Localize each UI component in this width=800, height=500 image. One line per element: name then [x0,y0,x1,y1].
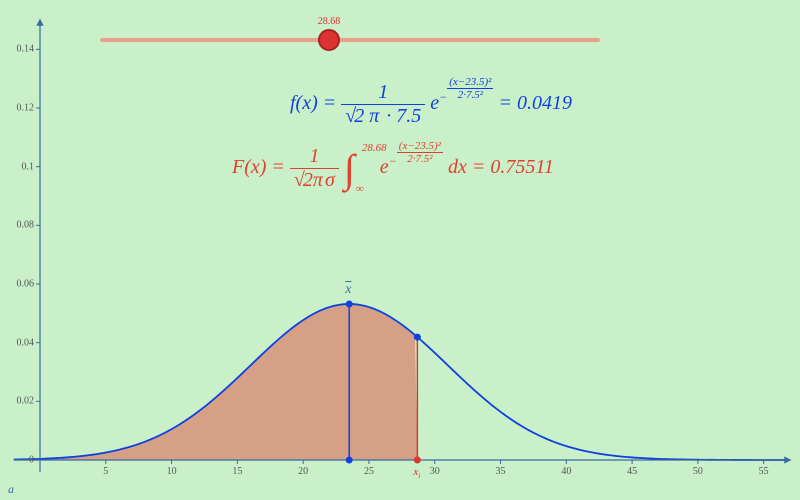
x-tick-label: 10 [167,466,177,477]
f-num: 1 [341,81,425,105]
x-tick-label: 50 [693,466,703,477]
y-tick-label: 0 [29,455,34,466]
x-tick-label: 30 [430,466,440,477]
y-tick-label: 0.06 [17,279,35,290]
integral-symbol: ∫ 28.68 ∞ [344,145,355,192]
x-tick-label: 5 [103,466,108,477]
y-tick-label: 0.1 [22,161,35,172]
y-tick-label: 0.08 [17,220,35,231]
F-den: √2πσ [290,169,339,192]
x-tick-label: 45 [627,466,637,477]
f-exp-e: e [430,92,439,114]
mean-base-point [346,457,353,464]
y-tick-label: 0.04 [17,337,35,348]
xi-axis-point [414,457,421,464]
x-tick-label: 40 [561,466,571,477]
f-den: √2 π · 7.5 [341,105,425,128]
xi-annotation: xi [413,466,420,480]
F-lhs: F(x) = [232,156,290,178]
mean-annotation: x [345,282,351,298]
plot-svg [0,0,800,500]
x-tick-label: 25 [364,466,374,477]
cdf-fill-area [14,304,418,460]
y-tick-label: 0.12 [17,103,35,114]
x-tick-label: 55 [759,466,769,477]
f-rhs: = 0.0419 [498,92,572,114]
x-tick-label: 35 [496,466,506,477]
y-tick-label: 0.14 [17,44,35,55]
F-rhs: = 0.75511 [472,156,554,178]
x-tick-label: 20 [298,466,308,477]
formula-pdf: f(x) = 1 √2 π · 7.5 e− (x−23.5)² 2·7.5² … [290,76,572,128]
F-num: 1 [290,145,339,169]
f-lhs: f(x) = [290,92,341,114]
y-tick-label: 0.02 [17,396,35,407]
chart-canvas: 28.68 f(x) = 1 √2 π · 7.5 e− (x−23.5)² 2… [0,0,800,500]
F-exp-e: e [380,156,389,178]
mean-top-point [346,300,353,307]
formula-cdf: F(x) = 1 √2πσ ∫ 28.68 ∞ e− (x−23.5)² 2·7… [232,140,554,192]
a-label: a [8,482,14,497]
xi-curve-point [414,334,421,341]
x-tick-label: 15 [232,466,242,477]
F-dx: dx [448,156,467,178]
